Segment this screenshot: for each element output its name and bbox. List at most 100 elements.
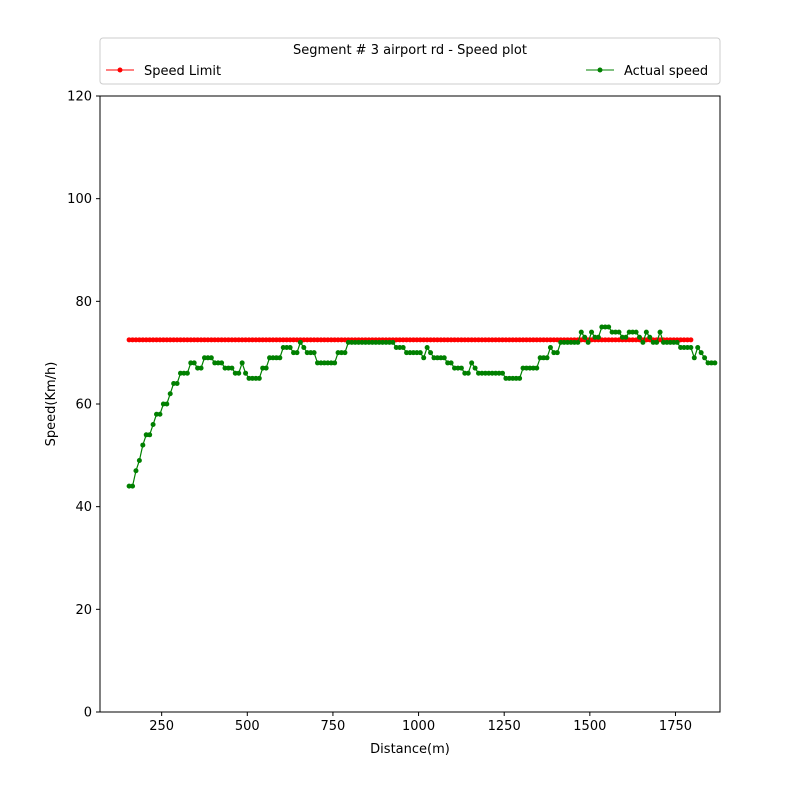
data-point-speed-limit	[287, 337, 293, 343]
data-point-speed-limit	[534, 337, 540, 343]
data-point-speed-limit	[404, 337, 410, 343]
data-point-speed-limit	[205, 337, 211, 343]
data-point-actual-speed	[428, 350, 434, 356]
data-point-actual-speed	[338, 350, 344, 356]
data-point-actual-speed	[243, 370, 249, 376]
data-point-actual-speed	[201, 355, 207, 361]
data-point-actual-speed	[404, 350, 410, 356]
data-point-speed-limit	[280, 337, 286, 343]
data-point-speed-limit	[506, 337, 512, 343]
data-point-actual-speed	[287, 345, 293, 351]
data-point-actual-speed	[373, 339, 379, 345]
data-point-speed-limit	[630, 337, 636, 343]
data-point-actual-speed	[212, 360, 218, 366]
data-point-speed-limit	[140, 337, 146, 343]
data-point-actual-speed	[592, 334, 598, 340]
data-point-actual-speed	[246, 375, 252, 381]
data-point-speed-limit	[335, 337, 341, 343]
data-point-speed-limit	[267, 337, 273, 343]
data-point-speed-limit	[606, 337, 612, 343]
data-point-speed-limit	[462, 337, 468, 343]
data-point-actual-speed	[297, 339, 303, 345]
data-point-actual-speed	[130, 483, 136, 489]
data-point-actual-speed	[143, 432, 149, 438]
data-point-speed-limit	[222, 337, 228, 343]
y-axis-label: Speed(Km/h)	[44, 362, 59, 447]
data-point-actual-speed	[609, 329, 615, 335]
data-point-actual-speed	[523, 365, 529, 371]
data-point-speed-limit	[253, 337, 259, 343]
data-point-actual-speed	[565, 339, 571, 345]
data-point-speed-limit	[503, 337, 509, 343]
data-point-speed-limit	[188, 337, 194, 343]
data-point-actual-speed	[589, 329, 595, 335]
data-point-speed-limit	[246, 337, 252, 343]
data-point-speed-limit	[616, 337, 622, 343]
data-point-actual-speed	[140, 442, 146, 448]
data-point-actual-speed	[164, 401, 170, 407]
data-point-actual-speed	[133, 468, 139, 474]
data-point-actual-speed	[294, 350, 300, 356]
data-point-actual-speed	[465, 370, 471, 376]
data-point-actual-speed	[198, 365, 204, 371]
data-point-actual-speed	[352, 339, 358, 345]
x-tick-label: 1000	[402, 719, 435, 734]
data-point-actual-speed	[345, 339, 351, 345]
data-point-speed-limit	[410, 337, 416, 343]
data-point-speed-limit	[273, 337, 279, 343]
data-point-speed-limit	[126, 337, 132, 343]
y-tick-label: 60	[75, 398, 92, 413]
data-point-actual-speed	[472, 365, 478, 371]
data-point-actual-speed	[400, 345, 406, 351]
data-point-speed-limit	[681, 337, 687, 343]
data-point-speed-limit	[308, 337, 314, 343]
data-point-actual-speed	[335, 350, 341, 356]
data-point-actual-speed	[544, 355, 550, 361]
x-axis-label: Distance(m)	[370, 742, 450, 757]
data-point-actual-speed	[630, 329, 636, 335]
data-point-actual-speed	[150, 422, 156, 428]
data-point-actual-speed	[681, 345, 687, 351]
data-point-actual-speed	[349, 339, 355, 345]
data-point-actual-speed	[219, 360, 225, 366]
data-point-actual-speed	[181, 370, 187, 376]
data-point-speed-limit	[626, 337, 632, 343]
data-point-actual-speed	[136, 457, 142, 463]
data-point-speed-limit	[291, 337, 297, 343]
data-point-actual-speed	[277, 355, 283, 361]
y-tick-label: 80	[75, 295, 92, 310]
data-point-actual-speed	[561, 339, 567, 345]
data-point-actual-speed	[239, 360, 245, 366]
legend-box	[99, 37, 721, 85]
data-point-speed-limit	[277, 337, 283, 343]
data-point-actual-speed	[499, 370, 505, 376]
data-point-speed-limit	[530, 337, 536, 343]
data-point-actual-speed	[434, 355, 440, 361]
data-point-actual-speed	[315, 360, 321, 366]
data-point-actual-speed	[455, 365, 461, 371]
data-point-actual-speed	[301, 345, 307, 351]
data-point-actual-speed	[660, 339, 666, 345]
data-point-speed-limit	[424, 337, 430, 343]
data-point-speed-limit	[147, 337, 153, 343]
data-point-speed-limit	[318, 337, 324, 343]
data-point-speed-limit	[510, 337, 516, 343]
legend: Segment # 3 airport rd - Speed plot Spee…	[99, 37, 721, 85]
data-point-actual-speed	[578, 329, 584, 335]
y-tick-label: 20	[75, 603, 92, 618]
data-point-speed-limit	[455, 337, 461, 343]
data-point-speed-limit	[311, 337, 317, 343]
data-point-actual-speed	[520, 365, 526, 371]
data-point-speed-limit	[547, 337, 553, 343]
data-point-actual-speed	[643, 329, 649, 335]
x-tick-label: 750	[321, 719, 346, 734]
data-point-actual-speed	[188, 360, 194, 366]
data-point-actual-speed	[273, 355, 279, 361]
y-tick-label: 0	[84, 706, 92, 721]
data-point-actual-speed	[441, 355, 447, 361]
data-point-speed-limit	[236, 337, 242, 343]
data-point-actual-speed	[493, 370, 499, 376]
data-point-speed-limit	[229, 337, 235, 343]
data-point-actual-speed	[284, 345, 290, 351]
